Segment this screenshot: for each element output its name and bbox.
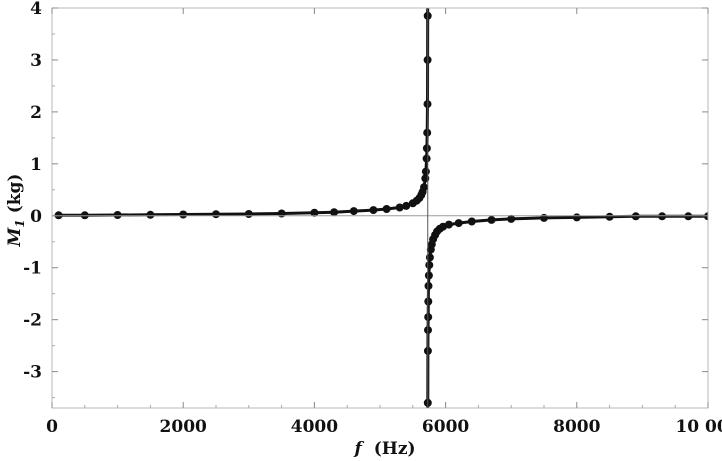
data-point [424,297,433,306]
data-point [454,219,463,228]
data-point [244,210,253,218]
data-point [572,213,581,222]
y-tick-label: 0 [30,207,42,227]
data-point [146,210,155,219]
data-point [425,253,434,262]
data-point [424,271,433,280]
plot-layer [54,8,708,408]
series-line-right [426,214,708,408]
data-point [382,205,391,213]
x-tick-label: 0 [46,417,58,437]
data-point [349,207,358,216]
data-point [113,211,122,219]
series-line-left [58,8,430,217]
data-point [631,212,640,221]
data-point [423,128,432,137]
data-point [421,167,430,176]
data-point [540,213,548,222]
data-point [395,203,404,212]
y-tick-label: -2 [23,311,42,331]
data-point [420,183,428,192]
data-point [507,214,516,223]
data-point [422,144,431,153]
data-point [425,261,434,270]
data-point [330,208,339,217]
x-tick-label: 10 000 [675,417,722,437]
data-point [310,208,319,217]
data-point [424,281,433,290]
y-tick-label: 1 [30,155,42,175]
data-point [704,212,708,221]
y-tick-label: 2 [30,103,42,123]
data-point [212,210,220,219]
data-point [369,206,378,215]
data-point [444,220,453,229]
y-tick-label: 3 [30,51,42,71]
x-tick-label: 4000 [291,417,338,437]
x-tick-label: 6000 [422,417,469,437]
y-tick-label: 4 [30,0,42,19]
data-point [605,212,614,221]
y-axis-title: M1(kg) [5,174,27,248]
axis-layer: 0 2000 4000 6000 8000 10 000 -3 -2 -1 0 1 2 3 4 [23,0,722,437]
y-tick-label: -3 [23,363,42,383]
plot-frame [51,7,709,409]
data-point [684,212,693,221]
data-point [422,154,431,163]
data-point [179,210,188,219]
data-point [467,217,476,226]
data-series [54,8,708,408]
x-axis-title: f (Hz) [353,439,415,459]
x-tick-label: 8000 [553,417,600,437]
x-tick-label: 2000 [160,417,207,437]
data-point [277,209,286,218]
data-point [487,215,496,224]
data-point [658,212,667,221]
y-tick-label: -1 [23,259,42,279]
data-point [402,201,411,210]
